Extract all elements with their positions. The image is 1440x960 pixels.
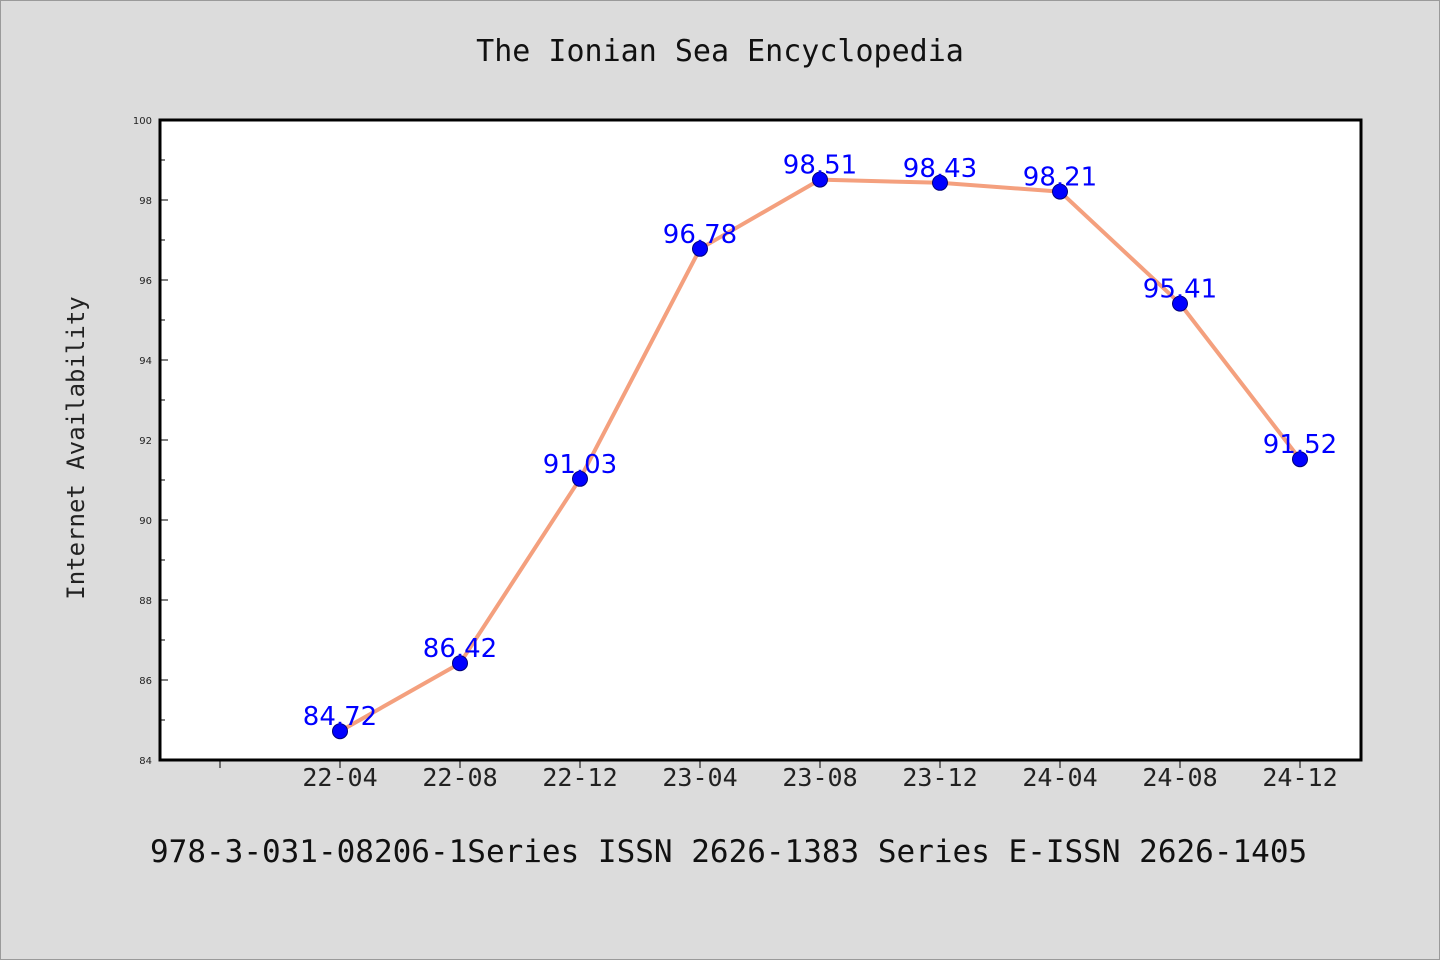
data-point-marker	[332, 723, 348, 740]
data-point-marker	[1052, 183, 1068, 200]
footer-isbn-text: 978-3-031-08206-1Series ISSN 2626-1383 S…	[150, 834, 1308, 870]
y-tick-label: 90	[139, 516, 152, 527]
y-tick-label: 92	[139, 436, 152, 447]
y-axis-ticks: 84 86 88 90 92 94 96 98 100	[133, 116, 168, 767]
x-tick-label: 23-08	[782, 763, 857, 792]
chart-title: The Ionian Sea Encyclopedia	[476, 34, 964, 69]
data-point-marker	[692, 240, 708, 257]
data-value-label: 98.21	[1023, 163, 1097, 193]
x-axis-ticks: 22-04 22-08 22-12 23-04 23-08 23-12 24-04 24-08…	[219, 760, 1338, 792]
x-tick-label: 22-04	[302, 763, 377, 792]
y-tick-label: 88	[139, 596, 152, 607]
y-tick-label: 84	[139, 756, 152, 767]
x-tick-label: 22-12	[542, 763, 617, 792]
y-tick-label: 94	[139, 356, 152, 367]
data-value-label: 95.41	[1143, 275, 1217, 305]
data-point-marker	[812, 171, 828, 188]
data-value-label: 98.43	[903, 154, 977, 184]
data-value-label: 98.51	[783, 151, 857, 181]
y-tick-label: 96	[139, 276, 152, 287]
y-tick-label: 86	[139, 676, 152, 687]
data-point-marker	[572, 470, 588, 487]
y-tick-label: 98	[139, 196, 152, 207]
plot-area	[158, 118, 1363, 762]
x-tick-label: 23-12	[902, 763, 977, 792]
data-value-label: 86.42	[423, 634, 497, 664]
data-value-label: 96.78	[663, 220, 737, 250]
x-tick-label: 24-04	[1022, 763, 1097, 792]
data-point-marker	[452, 655, 468, 672]
data-value-label: 84.72	[303, 702, 377, 732]
x-tick-label: 24-12	[1262, 763, 1337, 792]
data-point-marker	[1292, 451, 1308, 468]
y-tick-label: 100	[133, 116, 152, 127]
data-value-label: 91.52	[1263, 430, 1337, 460]
markers-group	[332, 171, 1308, 740]
x-tick-label: 22-08	[422, 763, 497, 792]
data-point-marker	[1172, 295, 1188, 312]
x-tick-label: 24-08	[1142, 763, 1217, 792]
x-tick-label: 23-04	[662, 763, 737, 792]
data-value-label: 91.03	[543, 450, 617, 480]
data-point-marker	[932, 174, 948, 191]
data-labels-group: 84.72 86.42 91.03 96.78 98.51 98.43 98.21 95.41…	[303, 151, 1337, 733]
